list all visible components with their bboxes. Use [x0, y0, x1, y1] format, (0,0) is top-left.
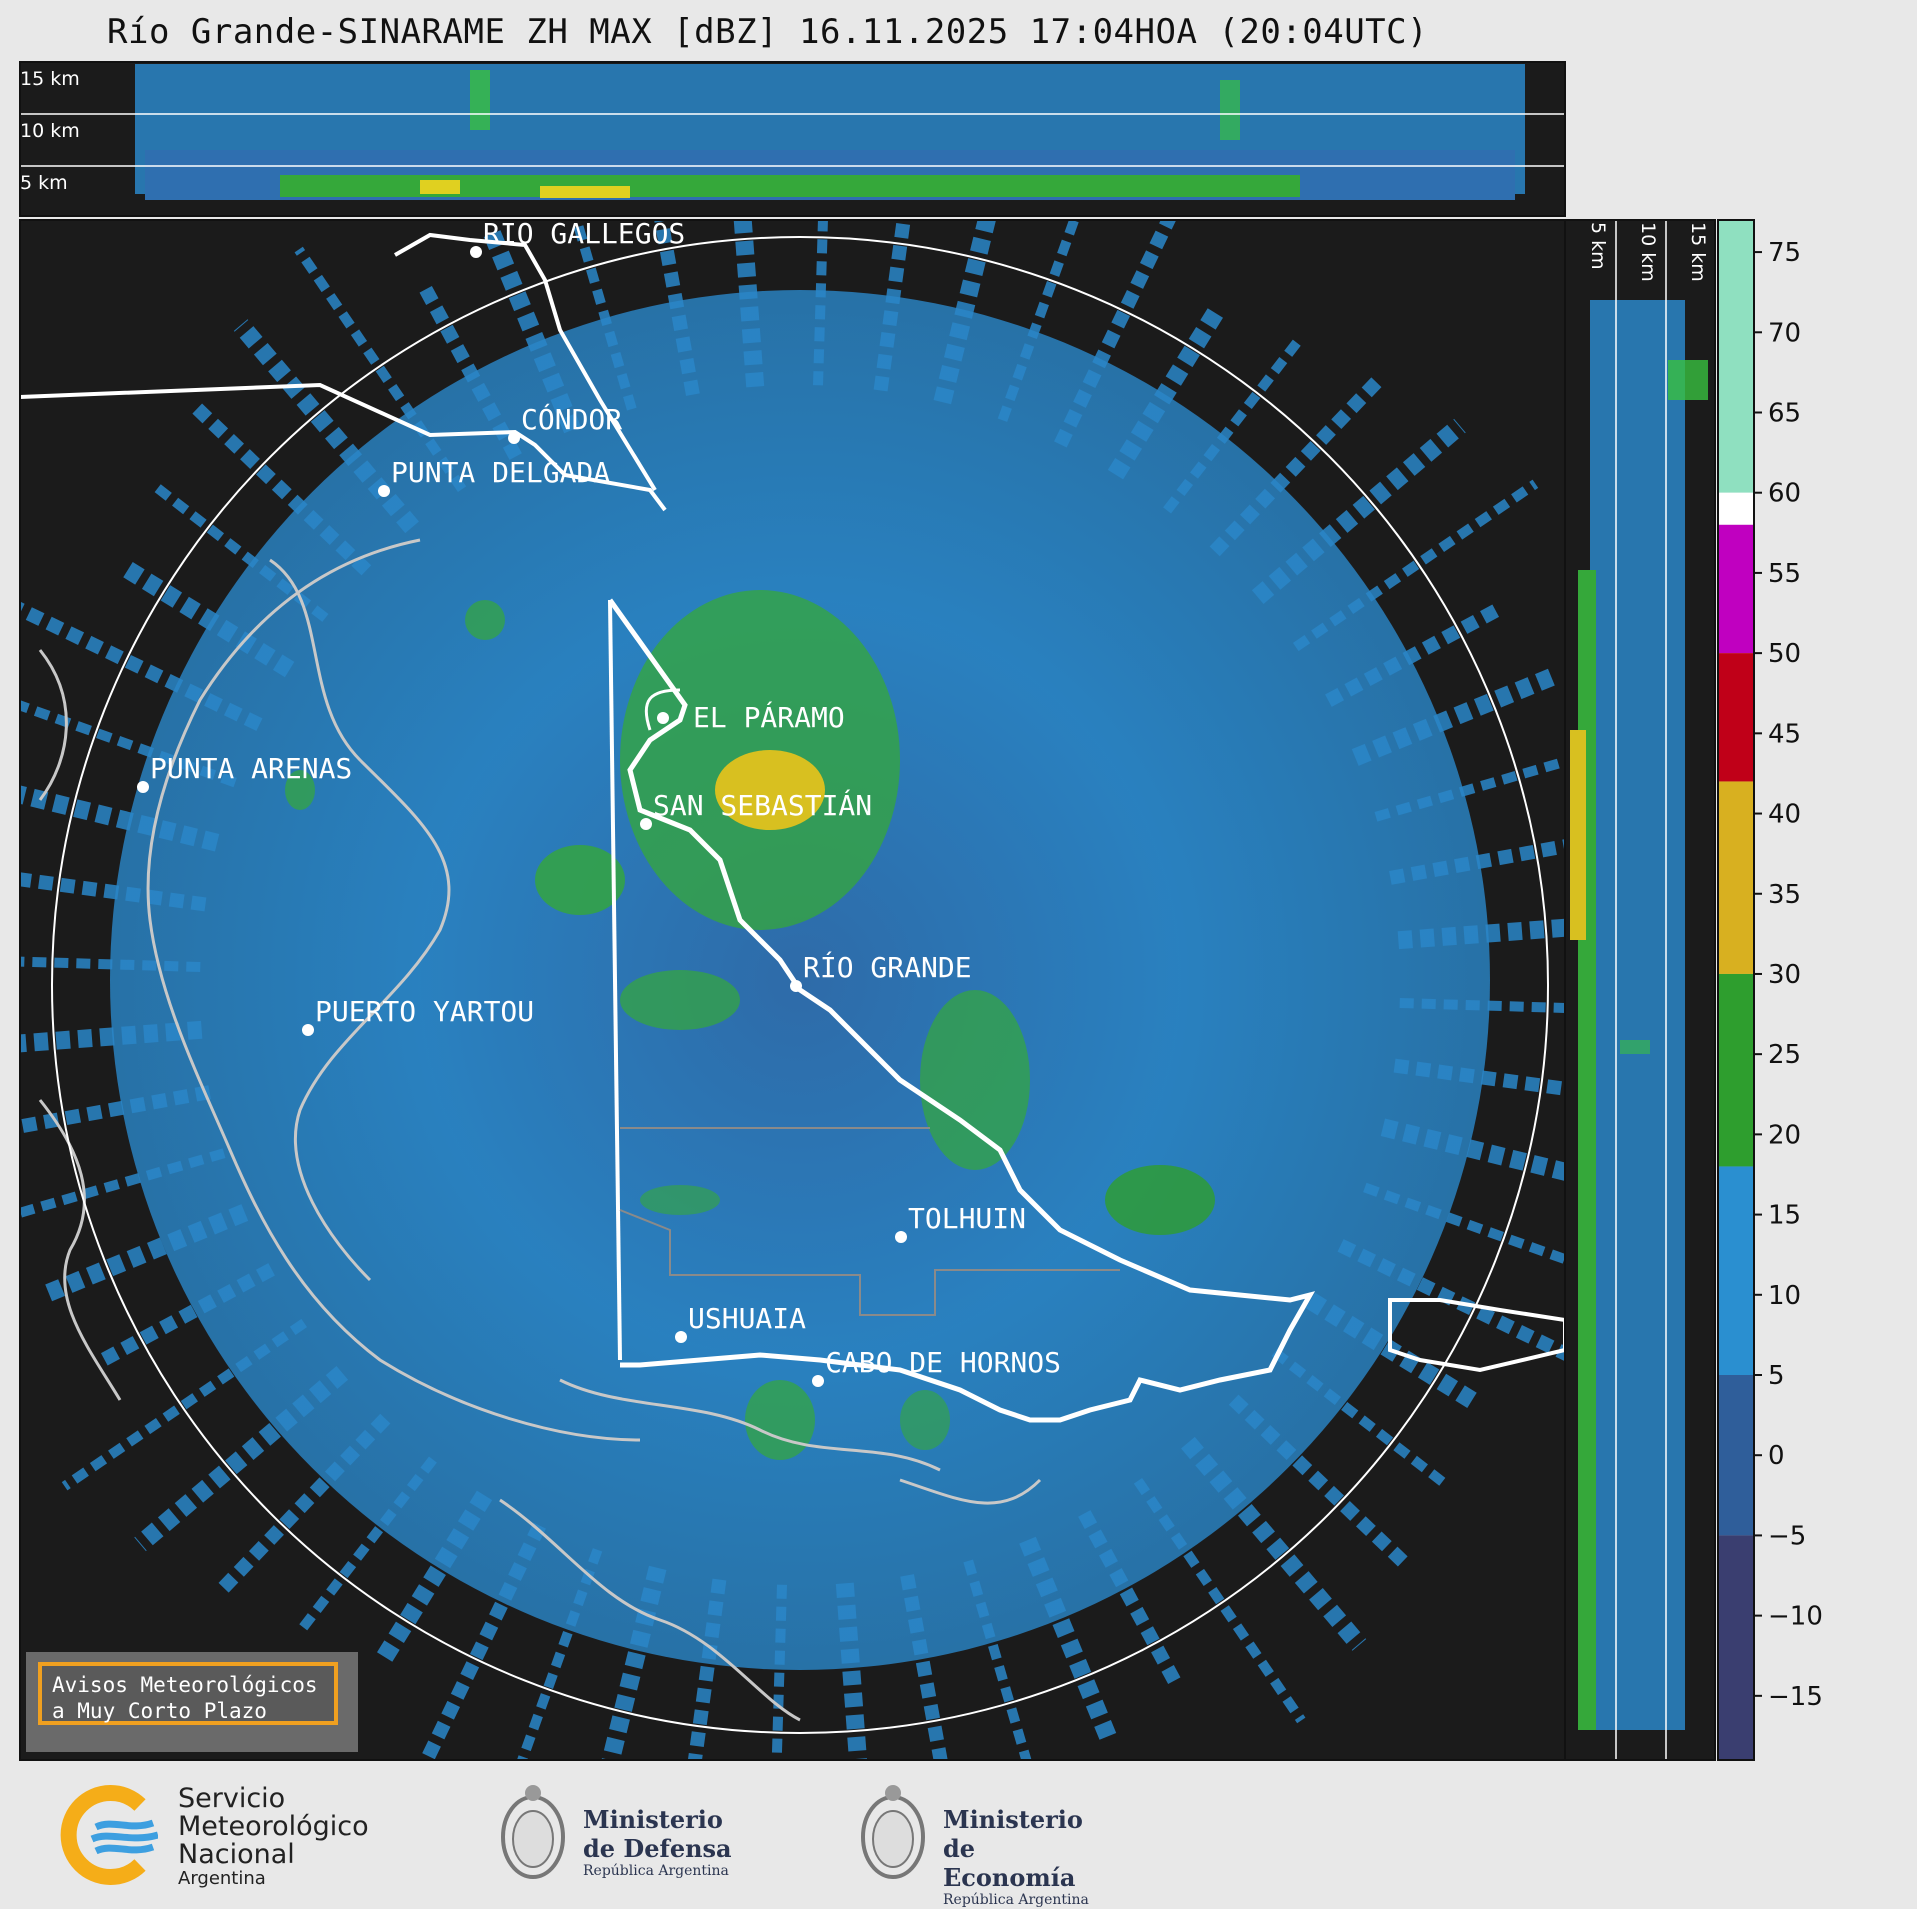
- city-label: RÍO GALLEGOS: [483, 216, 685, 250]
- colorbar-band: [1718, 1166, 1754, 1375]
- radar-ray: [214, 1413, 391, 1597]
- colorbar-band: [1718, 1535, 1754, 1760]
- colorbar-tick-label: 70: [1768, 318, 1801, 348]
- city-marker: [675, 1331, 687, 1343]
- radar-ray: [571, 220, 637, 411]
- colorbar-band: [1718, 653, 1754, 782]
- radar-ray: [1374, 756, 1565, 822]
- colorbar-tick-label: 25: [1768, 1040, 1801, 1070]
- side-height-15: 15 km: [1687, 222, 1709, 282]
- argentina-seal-icon: [501, 1785, 565, 1879]
- economia-line-3: República Argentina: [943, 1892, 1089, 1908]
- colorbar-tick-label: 50: [1768, 639, 1801, 669]
- echo-area: [110, 290, 1490, 1670]
- radar-ray: [1209, 373, 1386, 557]
- map-title: Río Grande-SINARAME ZH MAX [dBZ] 16.11.2…: [107, 12, 1429, 52]
- defensa-line-2: de Defensa: [583, 1834, 732, 1863]
- defensa-line-3: República Argentina: [583, 1863, 729, 1879]
- radar-ray: [963, 1559, 1032, 1760]
- city-label: SAN SEBASTIÁN: [653, 788, 872, 822]
- radar-ray: [1228, 1394, 1412, 1571]
- smn-line-3: Nacional: [178, 1839, 295, 1870]
- warning-box[interactable]: Avisos Meteorológicos a Muy Corto Plazo: [38, 1662, 338, 1725]
- city-marker: [137, 781, 149, 793]
- city-marker: [470, 246, 482, 258]
- smn-line-1: Servicio: [178, 1783, 286, 1814]
- city-marker: [657, 712, 669, 724]
- argentina-seal-icon: [861, 1785, 925, 1879]
- city-marker: [508, 432, 520, 444]
- colorbar-band: [1718, 524, 1754, 654]
- radar-ray: [1380, 1118, 1565, 1182]
- smn-line-4: Argentina: [178, 1868, 266, 1889]
- city-label: CÓNDOR: [521, 402, 622, 436]
- radar-ray: [601, 1565, 667, 1760]
- defensa-line-1: Ministerio: [583, 1805, 723, 1834]
- colorbar-tick-label: −5: [1768, 1521, 1806, 1551]
- city-marker: [640, 818, 652, 830]
- colorbar-band: [1718, 220, 1754, 493]
- city-label: USHUAIA: [688, 1302, 806, 1335]
- city-label: EL PÁRAMO: [693, 700, 845, 734]
- top-height-10: 10 km: [20, 120, 80, 142]
- city-labels: RÍO GALLEGOS CÓNDOR PUNTA DELGADA PUNTA ARE…: [137, 216, 1061, 1387]
- side-height-10: 10 km: [1637, 222, 1659, 282]
- city-label: PUNTA DELGADA: [391, 456, 610, 489]
- city-label: RÍO GRANDE: [803, 950, 972, 984]
- warning-line-1: Avisos Meteorológicos: [52, 1673, 318, 1697]
- city-marker: [812, 1375, 824, 1387]
- colorbar-tick-label: 65: [1768, 399, 1801, 429]
- colorbar-tick-label: −15: [1768, 1682, 1823, 1712]
- economia-line-1: Ministerio: [943, 1805, 1083, 1834]
- city-marker: [895, 1231, 907, 1243]
- city-label: CABO DE HORNOS: [825, 1346, 1061, 1379]
- radar-ray: [188, 399, 372, 576]
- colorbar-tick-label: 5: [1768, 1361, 1785, 1391]
- radar-ray: [20, 785, 220, 852]
- colorbar-tick-label: 20: [1768, 1120, 1801, 1150]
- colorbar-band: [1718, 1375, 1754, 1536]
- city-label: PUERTO YARTOU: [315, 995, 534, 1028]
- colorbar-band: [1718, 973, 1754, 1167]
- top-height-5: 5 km: [20, 172, 68, 194]
- top-height-15: 15 km: [20, 68, 80, 90]
- colorbar-tick-label: 15: [1768, 1201, 1801, 1231]
- city-label: PUNTA ARENAS: [150, 752, 352, 785]
- side-cross-section: 5 km 10 km 15 km: [1565, 220, 1715, 1760]
- colorbar-band: [1718, 781, 1754, 974]
- colorbar-tick-label: 30: [1768, 960, 1801, 990]
- colorbar-tick-label: 45: [1768, 719, 1801, 749]
- colorbar-tick-label: 60: [1768, 479, 1801, 509]
- warning-line-2: a Muy Corto Plazo: [52, 1699, 267, 1723]
- colorbar-band: [1718, 492, 1754, 525]
- side-height-5: 5 km: [1587, 222, 1609, 270]
- smn-logo-icon: [60, 1785, 159, 1885]
- radar-ray: [933, 220, 997, 405]
- smn-line-2: Meteorológico: [178, 1811, 369, 1842]
- city-label: TOLHUIN: [908, 1202, 1026, 1235]
- radar-ray: [20, 1148, 226, 1219]
- city-marker: [378, 485, 390, 497]
- smn-logo: Servicio Meteorológico Nacional Argentin…: [58, 1783, 408, 1889]
- economia-logo: Ministerio de Economía República Argenti…: [855, 1775, 1115, 1908]
- echo-yellow: [715, 750, 825, 830]
- defensa-logo: Ministerio de Defensa República Argentin…: [495, 1775, 755, 1895]
- city-marker: [302, 1024, 314, 1036]
- range-ring: [51, 236, 1549, 1734]
- colorbar-tick-label: −10: [1768, 1602, 1823, 1632]
- colorbar-tick-label: 75: [1768, 238, 1801, 268]
- colorbar-tick-label: 55: [1768, 559, 1801, 589]
- top-cross-section: 15 km 10 km 5 km: [20, 62, 1565, 216]
- colorbar-tick-label: 0: [1768, 1441, 1785, 1471]
- colorbar-tick-label: 10: [1768, 1281, 1801, 1311]
- colorbar-tick-label: 35: [1768, 880, 1801, 910]
- economia-line-2: de Economía: [943, 1834, 1076, 1892]
- main-radar-panel: RÍO GALLEGOS CÓNDOR PUNTA DELGADA PUNTA ARE…: [20, 216, 1565, 1760]
- city-marker: [790, 980, 802, 992]
- colorbar-tick-label: 40: [1768, 800, 1801, 830]
